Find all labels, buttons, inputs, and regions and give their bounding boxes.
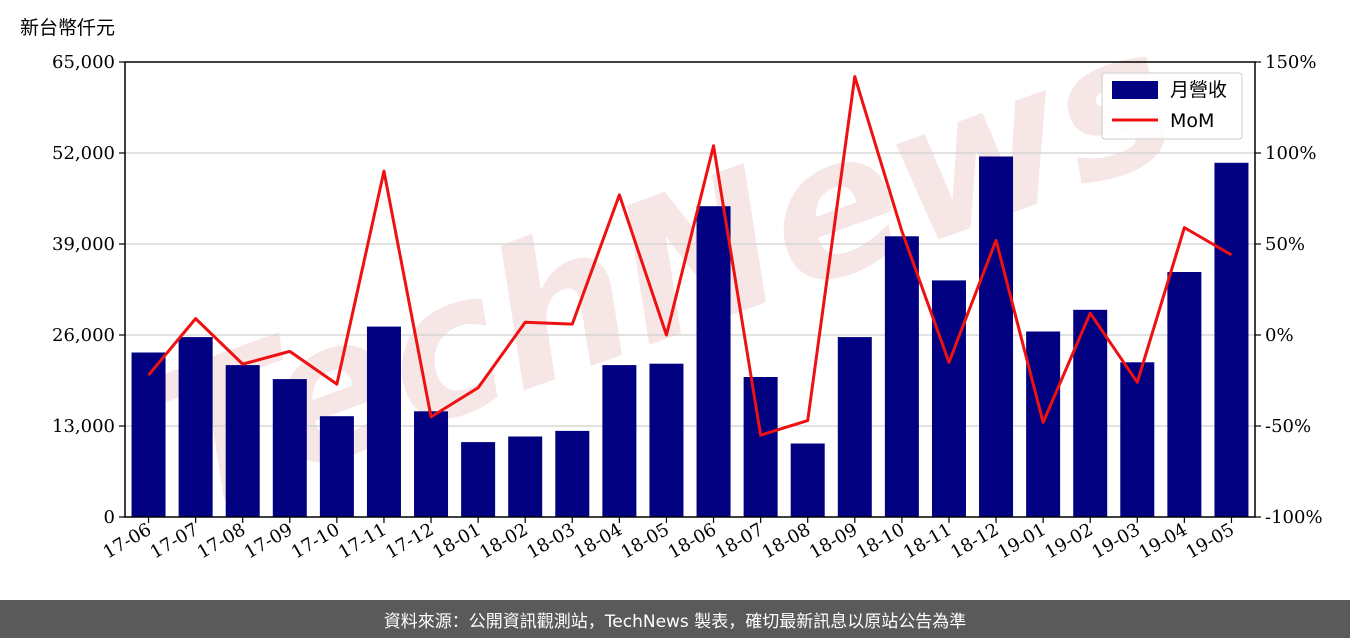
revenue-bar [649,363,684,517]
revenue-bar [1026,331,1061,517]
revenue-bar [602,365,637,517]
x-tick-label: 17-10 [288,519,343,563]
legend-label-mom: MoM [1170,110,1214,132]
left-tick-label: 52,000 [52,143,115,164]
x-tick-label: 18-04 [570,519,625,563]
legend-label-revenue: 月營收 [1170,79,1227,101]
revenue-bars [131,156,1249,518]
revenue-bar [884,236,919,518]
right-tick-label: 0% [1265,325,1294,346]
revenue-bar [366,326,401,517]
revenue-bar [508,436,543,517]
revenue-bar [1214,162,1249,518]
x-tick-label: 17-07 [147,519,202,563]
right-axis-ticks: -100% -50% 0% 50% 100% 150% [1255,52,1323,528]
left-axis-ticks: 0 13,000 26,000 39,000 52,000 65,000 [52,52,125,528]
revenue-bar [414,411,449,517]
left-tick-label: 26,000 [52,325,115,346]
revenue-bar [225,365,260,517]
x-tick-label: 19-04 [1135,519,1190,563]
revenue-bar [131,352,166,517]
x-tick-label: 19-02 [1041,519,1096,563]
source-footer: 資料來源：公開資訊觀測站，TechNews 製表，確切最新訊息以原站公告為準 [0,600,1350,638]
right-tick-label: -50% [1265,416,1311,437]
x-tick-label: 19-03 [1088,519,1143,563]
x-tick-label: 18-11 [900,519,955,563]
x-tick-label: 18-05 [618,519,673,563]
left-tick-label: 39,000 [52,234,115,255]
x-tick-label: 17-12 [382,519,437,563]
revenue-bar [743,377,778,517]
x-tick-label: 18-03 [523,519,578,563]
revenue-bar [461,442,496,517]
revenue-bar [790,443,825,517]
x-tick-label: 17-11 [335,519,390,563]
y-unit-label: 新台幣仟元 [20,17,115,39]
revenue-bar [272,379,307,517]
revenue-bar [555,430,590,517]
left-tick-label: 0 [104,507,115,528]
mom-line-layer [147,75,1233,437]
revenue-bar [319,416,354,517]
x-tick-label: 18-12 [947,519,1002,563]
x-tick-label: 18-02 [476,519,531,563]
revenue-bar [1073,309,1108,517]
x-tick-label: 19-01 [994,519,1049,563]
revenue-bar [1167,272,1202,517]
right-tick-label: 100% [1265,143,1316,164]
x-tick-label: 18-01 [429,519,484,563]
right-tick-label: -100% [1265,507,1323,528]
x-tick-label: 18-06 [665,519,720,563]
axes [124,61,1256,518]
right-tick-label: 150% [1265,52,1316,73]
x-tick-label: 18-09 [806,519,861,563]
revenue-bar [979,156,1014,517]
left-tick-label: 65,000 [52,52,115,73]
x-tick-label: 18-07 [712,519,767,563]
revenue-bar [178,337,213,517]
plot-frame [124,61,1256,518]
x-tick-label: 18-10 [853,519,908,563]
left-tick-label: 13,000 [52,416,115,437]
x-tick-label: 19-05 [1183,519,1238,563]
chart: TechNews 新台幣仟元 013,00026,00039,00052,000… [20,0,1323,563]
revenue-bar [696,206,731,517]
revenue-bar [1120,362,1155,517]
revenue-bar [837,337,872,517]
right-tick-label: 50% [1265,234,1305,255]
revenue-bar [931,280,966,517]
legend-bar-swatch [1112,81,1158,99]
mom-line [147,75,1233,437]
x-tick-label: 18-08 [759,519,814,563]
legend: 月營收 MoM [1101,72,1243,140]
